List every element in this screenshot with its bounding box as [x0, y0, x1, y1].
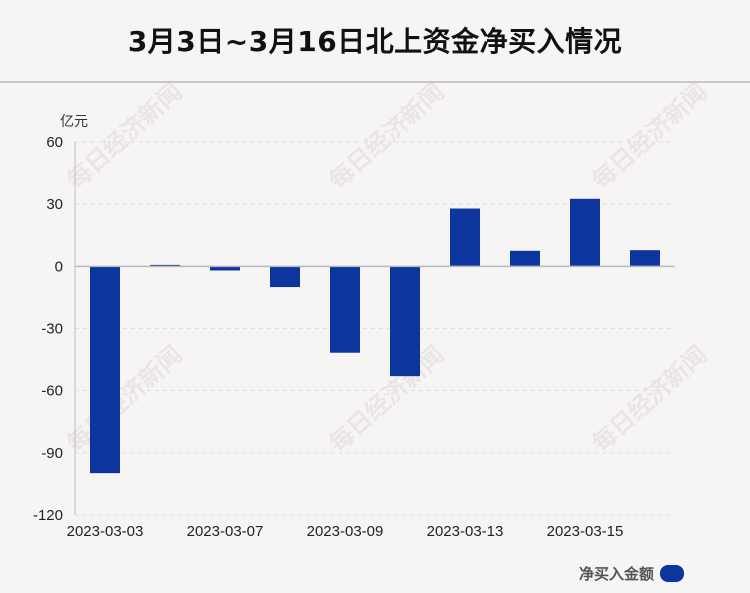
y-axis-unit-label: 亿元	[60, 114, 88, 130]
y-tick-label: 30	[46, 196, 63, 213]
bar-2023-03-09	[330, 266, 360, 353]
bar-2023-03-07	[210, 266, 240, 271]
bar-2023-03-03	[90, 266, 120, 474]
y-tick-label: -90	[41, 445, 63, 462]
x-tick-label: 2023-03-15	[547, 523, 624, 540]
y-tick-label: 60	[46, 134, 63, 151]
watermark-text: 每日经济新闻	[586, 340, 712, 458]
chart-title: 3月3日~3月16日北上资金净买入情况	[127, 25, 623, 58]
y-axis-ticks: 60 30 0 -30 -60 -90 -120	[33, 134, 63, 524]
bar-2023-03-15	[570, 198, 600, 267]
x-tick-label: 2023-03-09	[307, 523, 384, 540]
axes	[74, 142, 675, 515]
watermark-text: 每日经济新闻	[323, 340, 449, 458]
title-divider	[0, 81, 750, 83]
x-tick-label: 2023-03-13	[427, 523, 504, 540]
x-axis-ticks: 2023-03-03 2023-03-07 2023-03-09 2023-03-13…	[67, 523, 624, 540]
bar-2023-03-14	[510, 250, 540, 267]
watermark-text: 每日经济新闻	[61, 340, 187, 458]
grid-lines	[75, 141, 675, 516]
y-tick-label: 0	[55, 258, 63, 275]
legend-swatch	[660, 565, 684, 582]
watermark-text: 每日经济新闻	[323, 77, 449, 195]
y-tick-label: -30	[41, 321, 63, 338]
bar-2023-03-10	[390, 266, 420, 377]
bar-series	[90, 198, 660, 474]
legend: 净买入金额	[579, 563, 684, 584]
y-tick-label: -120	[33, 507, 63, 524]
watermark-text: 每日经济新闻	[586, 77, 712, 195]
x-tick-label: 2023-03-07	[187, 523, 264, 540]
x-tick-label: 2023-03-03	[67, 523, 144, 540]
bar-2023-03-13	[450, 208, 480, 267]
legend-label: 净买入金额	[578, 565, 654, 583]
bar-2023-03-08	[270, 266, 300, 288]
y-tick-label: -60	[41, 383, 63, 400]
watermark-text: 每日经济新闻	[61, 77, 187, 195]
bar-2023-03-16	[630, 250, 660, 267]
